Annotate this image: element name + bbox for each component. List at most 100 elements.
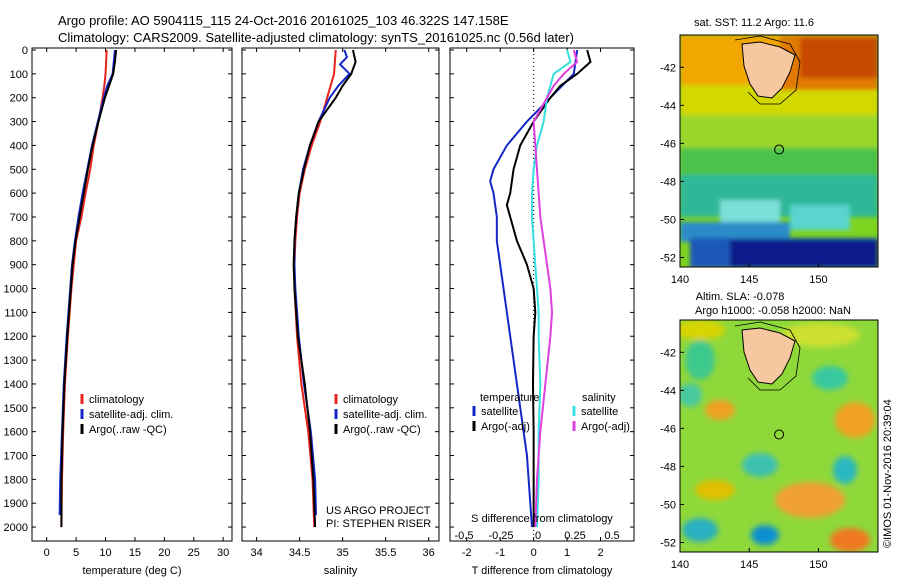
- x-tick-label: 0: [44, 547, 50, 559]
- depth-tick-label: 1100: [4, 307, 28, 319]
- legend-entry: satellite-adj. clim.: [89, 409, 173, 421]
- depth-tick-label: 1600: [4, 427, 28, 439]
- s-tick-label: -0.25: [488, 530, 513, 542]
- x-tick-label: 35.5: [375, 547, 396, 559]
- legend-entry: Argo(..raw -QC): [89, 424, 167, 436]
- legend-entry: satellite-adj. clim.: [343, 409, 427, 421]
- header-line-1: Argo profile: AO 5904115_115 24-Oct-2016…: [58, 13, 509, 28]
- x-axis-label: salinity: [324, 565, 358, 577]
- depth-tick-label: 300: [10, 117, 28, 129]
- header-line-2: Climatology: CARS2009. Satellite-adjuste…: [58, 30, 574, 45]
- sla-argo-marker: [774, 429, 785, 440]
- map-y-tick-label: -46: [660, 423, 676, 435]
- line-climatology: [293, 49, 337, 528]
- line-climatology: [60, 49, 108, 528]
- line-satellite-2: [530, 49, 572, 528]
- depth-tick-label: 1800: [4, 474, 28, 486]
- x-tick-label: 34: [250, 547, 262, 559]
- line-argoadj-3: [532, 49, 579, 528]
- x-tick-label: 36: [423, 547, 435, 559]
- map-y-tick-label: -42: [660, 62, 676, 74]
- project-annotation: US ARGO PROJECT: [326, 505, 431, 517]
- x-tick-label: 15: [129, 547, 141, 559]
- x-tick-label: 34.5: [289, 547, 310, 559]
- sst-argo-marker: [774, 144, 785, 155]
- line-argorawqc: [292, 49, 357, 528]
- map-x-tick-label: 140: [671, 274, 689, 286]
- map-y-tick-label: -48: [660, 176, 676, 188]
- map-y-tick-label: -48: [660, 461, 676, 473]
- line-satelliteadjclim: [58, 49, 116, 516]
- map-x-tick-label: 145: [740, 274, 758, 286]
- panel-difference: -2 -1 0 1 2 T difference from climatology -0.5…: [449, 47, 635, 577]
- legend-entry: satellite: [581, 406, 618, 418]
- legend-entry: satellite: [481, 406, 518, 418]
- map-y-tick-label: -44: [660, 100, 676, 112]
- map-x-tick-label: 140: [671, 559, 689, 571]
- depth-tick-label: 600: [10, 188, 28, 200]
- legend-entry: Argo(-adj): [481, 421, 530, 433]
- credit-text: ©IMOS 01-Nov-2016 20:39:04: [882, 399, 894, 548]
- sst-map: sat. SST: 11.2 Argo: 11.6 140 145 150 -42 -4…: [660, 17, 879, 286]
- s-axis-label: S difference from climatology: [471, 513, 613, 525]
- sst-map-axes: 140 145 150 -42 -44 -46 -48 -50 -52: [660, 62, 828, 286]
- sst-map-frame: [679, 34, 879, 268]
- depth-tick-label: 200: [10, 93, 28, 105]
- panel-temperature: 0100200300400500600700800900100011001200…: [4, 45, 233, 577]
- x-tick-label: 0: [531, 547, 537, 559]
- profile-panels: 0100200300400500600700800900100011001200…: [4, 45, 635, 577]
- line-satelliteadjclim: [293, 49, 351, 516]
- sla-map-axes: 140 145 150 -42 -44 -46 -48 -50 -52: [660, 347, 828, 571]
- map-y-tick-label: -42: [660, 347, 676, 359]
- map-y-tick-label: -46: [660, 138, 676, 150]
- x-tick-label: -1: [495, 547, 505, 559]
- legend-entry: climatology: [89, 394, 145, 406]
- map-x-tick-label: 150: [809, 274, 827, 286]
- sst-map-title: sat. SST: 11.2 Argo: 11.6: [694, 17, 814, 29]
- x-tick-label: 30: [217, 547, 229, 559]
- s-tick-label: 0: [535, 530, 541, 542]
- legend-salinity-title: salinity: [582, 392, 616, 404]
- depth-tick-label: 800: [10, 236, 28, 248]
- x-tick-label: 20: [158, 547, 170, 559]
- sla-map: Altim. SLA: -0.078 Argo h1000: -0.058 h2…: [660, 291, 879, 571]
- legend-entry: climatology: [343, 394, 399, 406]
- x-tick-label: 1: [564, 547, 570, 559]
- series-group: [58, 49, 118, 528]
- depth-tick-label: 1700: [4, 451, 28, 463]
- depth-tick-label: 1200: [4, 331, 28, 343]
- x-tick-label: 25: [188, 547, 200, 559]
- series-group: [292, 49, 357, 528]
- legend-entry: Argo(..raw -QC): [343, 424, 421, 436]
- legend-entry: Argo(-adj): [581, 421, 630, 433]
- x-tick-label: 5: [73, 547, 79, 559]
- panel-salinity: 34 34.5 35 35.5 36 salinity climatology satelli…: [241, 47, 440, 577]
- legend-temperature-title: temperature: [480, 392, 539, 404]
- x-axis-label: T difference from climatology: [472, 565, 613, 577]
- map-y-tick-label: -50: [660, 214, 676, 226]
- line-argoadj-1: [505, 49, 592, 528]
- sla-map-subtitle: Argo h1000: -0.058 h2000: NaN: [695, 305, 851, 317]
- depth-tick-label: 400: [10, 140, 28, 152]
- depth-tick-label: 500: [10, 164, 28, 176]
- series-group: [489, 49, 592, 539]
- map-y-tick-label: -52: [660, 252, 676, 264]
- s-tick-label: 0.5: [604, 530, 619, 542]
- depth-tick-label: 1300: [4, 355, 28, 367]
- depth-tick-label: 1400: [4, 379, 28, 391]
- depth-tick-label: 1000: [4, 284, 28, 296]
- map-y-tick-label: -44: [660, 385, 676, 397]
- s-tick-label: -0.5: [455, 530, 474, 542]
- map-y-tick-label: -52: [660, 537, 676, 549]
- sla-map-frame: [679, 319, 879, 553]
- depth-tick-label: 700: [10, 212, 28, 224]
- x-axis-label: temperature (deg C): [82, 565, 181, 577]
- sla-map-title: Altim. SLA: -0.078: [696, 291, 785, 303]
- x-tick-label: 10: [99, 547, 111, 559]
- depth-tick-label: 100: [10, 69, 28, 81]
- x-tick-label: -2: [462, 547, 472, 559]
- panel-frame: [449, 47, 635, 542]
- panel-frame: [31, 47, 233, 542]
- depth-tick-label: 2000: [4, 522, 28, 534]
